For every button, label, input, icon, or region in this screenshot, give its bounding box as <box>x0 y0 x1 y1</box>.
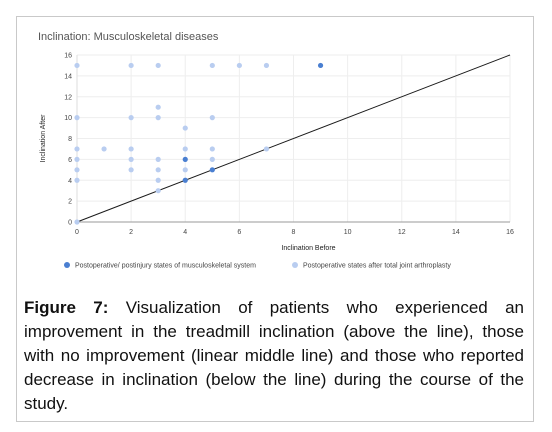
x-axis-title: Inclination Before <box>281 245 335 252</box>
data-point <box>74 115 80 121</box>
data-point <box>128 62 134 69</box>
reference-line <box>76 54 511 223</box>
data-point <box>128 167 134 173</box>
data-point <box>74 146 80 152</box>
data-point <box>74 156 80 162</box>
chart-title: Inclination: Musculoskeletal diseases <box>38 31 219 43</box>
data-point <box>209 156 215 162</box>
data-point <box>155 104 161 110</box>
data-point <box>236 62 242 69</box>
x-tick-label: 4 <box>183 229 187 236</box>
data-point <box>182 146 188 152</box>
chart-card: 0 2 4 6 8 10 12 14 16 0 2 4 6 8 10 12 14 16 Inclination Be… <box>20 20 526 286</box>
y-tick-label: 0 <box>68 220 72 227</box>
data-point <box>182 125 188 131</box>
data-point <box>209 146 215 152</box>
x-tick-label: 6 <box>237 229 241 236</box>
legend-label: Postoperative/ postinjury states of musc… <box>75 263 256 270</box>
figure-caption: Figure 7: Visualization of patients who … <box>24 296 524 416</box>
x-tick-label: 10 <box>344 229 352 236</box>
y-tick-label: 4 <box>68 178 72 185</box>
x-tick-label: 8 <box>292 229 296 236</box>
data-point <box>155 167 161 173</box>
data-point <box>128 146 134 152</box>
data-point <box>155 62 161 69</box>
caption-text: Visualization of patients who experience… <box>24 298 524 413</box>
legend-swatch <box>292 262 298 268</box>
x-tick-label: 12 <box>398 229 406 236</box>
data-point <box>182 177 188 183</box>
y-tick-label: 8 <box>68 136 72 143</box>
figure-frame <box>16 16 534 422</box>
data-point <box>155 177 161 183</box>
figure-label: Figure 7: <box>24 298 109 317</box>
y-tick-label: 12 <box>64 94 72 101</box>
data-point <box>128 156 134 162</box>
x-tick-label: 14 <box>452 229 460 236</box>
y-tick-label: 14 <box>64 73 72 80</box>
data-point <box>74 62 80 69</box>
x-tick-label: 2 <box>129 229 133 236</box>
data-point <box>209 62 215 69</box>
x-tick-label: 0 <box>75 229 79 236</box>
data-point <box>155 188 161 194</box>
legend-label: Postoperative states after total joint a… <box>303 263 451 270</box>
data-point <box>155 115 161 121</box>
data-point <box>182 167 188 173</box>
data-point <box>74 167 80 173</box>
data-point <box>128 115 134 121</box>
y-tick-label: 2 <box>68 199 72 206</box>
data-point <box>74 219 80 225</box>
data-point <box>74 177 80 183</box>
y-tick-label: 16 <box>64 53 72 60</box>
data-point <box>101 146 107 152</box>
y-axis-title: Inclination After <box>40 114 47 163</box>
scatter-chart: 0 2 4 6 8 10 12 14 16 0 2 4 6 8 10 12 14 16 Inclination Be… <box>40 53 514 270</box>
data-point <box>317 62 324 69</box>
data-point <box>155 156 161 162</box>
data-point <box>263 146 270 152</box>
y-tick-label: 6 <box>68 157 72 164</box>
legend-swatch <box>64 262 70 268</box>
data-point <box>182 156 188 162</box>
data-point <box>263 62 270 69</box>
data-point <box>209 167 215 173</box>
data-point <box>209 115 215 121</box>
y-tick-label: 10 <box>64 115 72 122</box>
x-tick-label: 16 <box>506 229 514 236</box>
